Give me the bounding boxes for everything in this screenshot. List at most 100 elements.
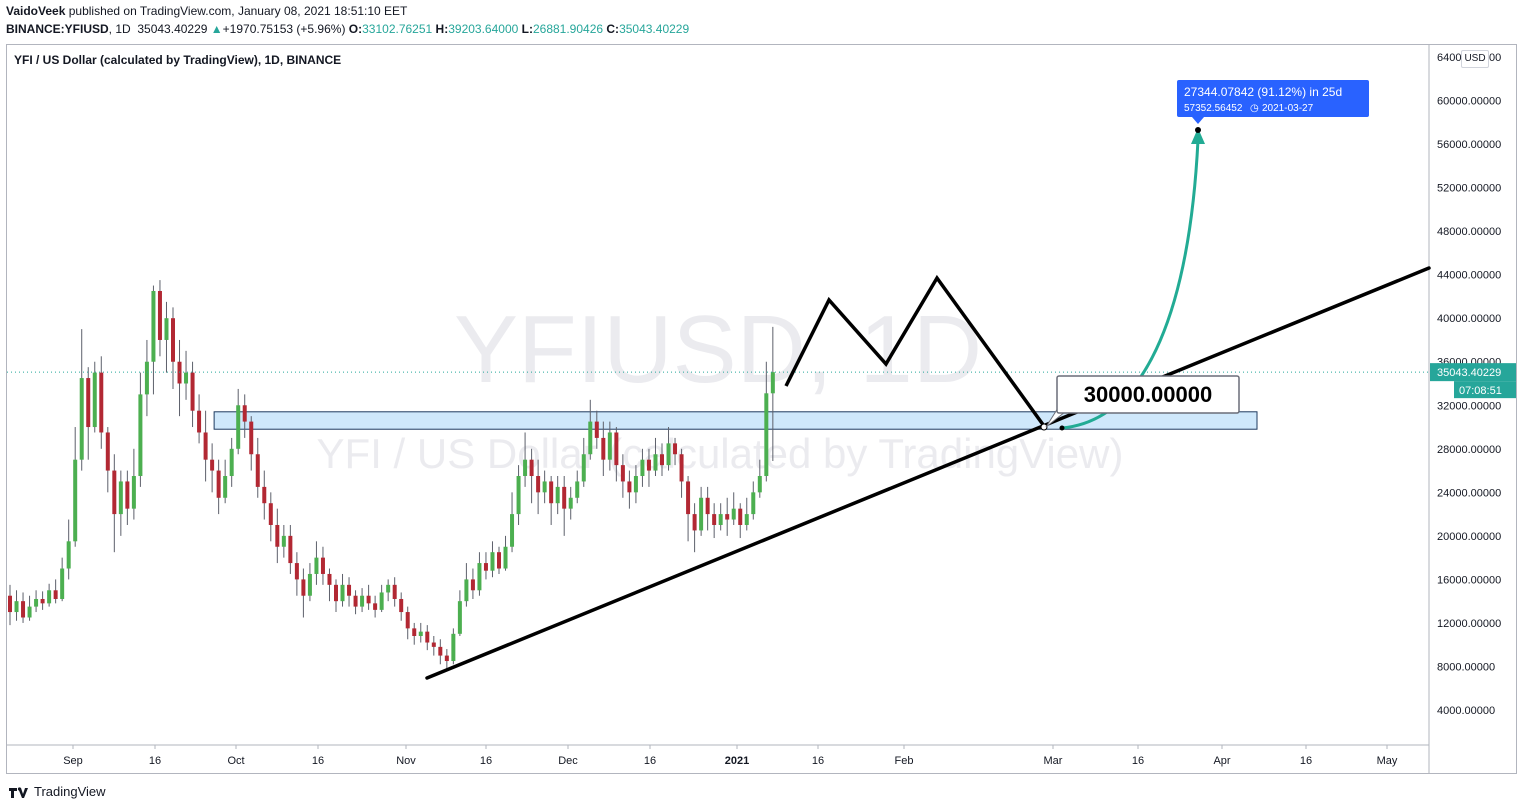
level-callout-label: 30000.00000 bbox=[1084, 382, 1212, 407]
candle-body bbox=[184, 372, 189, 384]
candle-body bbox=[705, 497, 710, 515]
last-price: 35043.40229 bbox=[137, 22, 208, 36]
price-tag-label: 35043.40229 bbox=[1437, 367, 1501, 379]
candle-body bbox=[620, 465, 625, 482]
ohlc-line: BINANCE:YFIUSD, 1D 35043.40229 ▲+1970.75… bbox=[6, 22, 690, 36]
candle-body bbox=[510, 514, 515, 547]
candle-body bbox=[438, 646, 443, 656]
candle-body bbox=[366, 595, 371, 604]
candle-body bbox=[640, 459, 645, 477]
y-tick-label: 32000.00000 bbox=[1437, 400, 1501, 412]
candle-body bbox=[144, 361, 149, 395]
candle-body bbox=[347, 584, 352, 596]
y-tick-label: 52000.00000 bbox=[1437, 183, 1501, 195]
x-tick-label: Apr bbox=[1213, 755, 1230, 767]
interval: 1D bbox=[115, 22, 131, 36]
candle-body bbox=[718, 514, 723, 525]
candle-body bbox=[229, 448, 234, 477]
candle-body bbox=[529, 459, 534, 477]
candle-body bbox=[764, 393, 769, 477]
support-zone bbox=[213, 411, 1258, 430]
currency-button[interactable]: USD bbox=[1461, 50, 1489, 68]
watermark-main: YFIUSD, 1D bbox=[454, 296, 982, 403]
x-tick-label: 16 bbox=[812, 755, 824, 767]
candle-body bbox=[242, 405, 247, 422]
candle-body bbox=[503, 546, 508, 569]
candle-body bbox=[712, 514, 717, 525]
candle-body bbox=[379, 592, 384, 610]
candle-body bbox=[425, 631, 430, 643]
x-tick-label: Mar bbox=[1044, 755, 1063, 767]
projection-path bbox=[784, 274, 1046, 428]
candle-body bbox=[353, 595, 358, 607]
candle-body bbox=[633, 476, 638, 493]
close-label: C: bbox=[606, 22, 620, 36]
tradingview-brand[interactable]: TradingView bbox=[34, 784, 106, 799]
projection-label-box bbox=[1177, 80, 1369, 117]
candle-body bbox=[770, 372, 775, 394]
y-tick-label: 28000.00000 bbox=[1437, 444, 1501, 456]
candle-body bbox=[197, 410, 202, 433]
y-tick-label: 8000.00000 bbox=[1437, 661, 1495, 673]
candle-body bbox=[275, 524, 280, 547]
candle-body bbox=[249, 421, 254, 455]
candle-body bbox=[490, 552, 495, 571]
projection-start-point bbox=[1059, 425, 1065, 431]
projection-arrowhead bbox=[1191, 128, 1205, 144]
x-tick-label: 16 bbox=[644, 755, 656, 767]
candle-body bbox=[692, 514, 697, 531]
candle-body bbox=[14, 601, 19, 613]
candle-body bbox=[660, 454, 664, 466]
candle-body bbox=[757, 476, 762, 493]
x-tick-label: May bbox=[1377, 755, 1398, 767]
low-label: L: bbox=[521, 22, 533, 36]
candle-body bbox=[607, 432, 612, 460]
close-value: 35043.40229 bbox=[619, 22, 690, 36]
candle-body bbox=[151, 290, 156, 362]
projection-target-point bbox=[1195, 127, 1201, 133]
candle-body bbox=[131, 476, 136, 509]
candle-body bbox=[334, 584, 338, 602]
x-tick-label: 16 bbox=[149, 755, 161, 767]
projection-label-line3: 2021-03-27 bbox=[1262, 103, 1314, 114]
author-name[interactable]: VaidoVeek bbox=[6, 4, 66, 18]
chart-frame bbox=[6, 44, 1517, 774]
candle-body bbox=[112, 470, 117, 515]
candle-body bbox=[412, 628, 417, 636]
candle-body bbox=[53, 590, 58, 599]
candle-body bbox=[457, 601, 462, 634]
candle-body bbox=[360, 595, 365, 607]
countdown-label: 07:08:51 bbox=[1459, 385, 1502, 397]
y-tick-label: 56000.00000 bbox=[1437, 139, 1501, 151]
high-value: 39203.64000 bbox=[448, 22, 519, 36]
change-value: +1970.75153 (+5.96%) bbox=[222, 22, 346, 36]
candle-body bbox=[125, 481, 130, 509]
candle-body bbox=[223, 476, 228, 498]
candle-body bbox=[725, 514, 730, 520]
footer: TradingView bbox=[8, 784, 106, 799]
x-tick-label: 16 bbox=[1300, 755, 1312, 767]
y-tick-label: 40000.00000 bbox=[1437, 313, 1501, 325]
candle-body bbox=[47, 590, 52, 604]
up-arrow-icon: ▲ bbox=[210, 22, 223, 36]
candle-body bbox=[105, 432, 110, 471]
projection-label-line2: 57352.56452 bbox=[1184, 103, 1243, 114]
publisher-line: VaidoVeek published on TradingView.com, … bbox=[6, 4, 407, 18]
candle-body bbox=[210, 459, 215, 471]
price-tag bbox=[1430, 363, 1516, 382]
candle-body bbox=[601, 437, 606, 460]
candle-body bbox=[86, 378, 91, 428]
y-tick-label: 44000.00000 bbox=[1437, 270, 1501, 282]
candle-body bbox=[386, 584, 391, 593]
tradingview-logo-icon[interactable] bbox=[8, 785, 30, 799]
x-tick-label: 16 bbox=[480, 755, 492, 767]
candle-body bbox=[118, 481, 123, 515]
projection-start-dot bbox=[1040, 423, 1048, 431]
candle-body bbox=[164, 318, 169, 340]
candle-body bbox=[268, 503, 273, 525]
candle-body bbox=[255, 454, 260, 487]
candle-body bbox=[744, 514, 749, 525]
candle-body bbox=[40, 598, 45, 604]
candle-body bbox=[92, 372, 97, 428]
